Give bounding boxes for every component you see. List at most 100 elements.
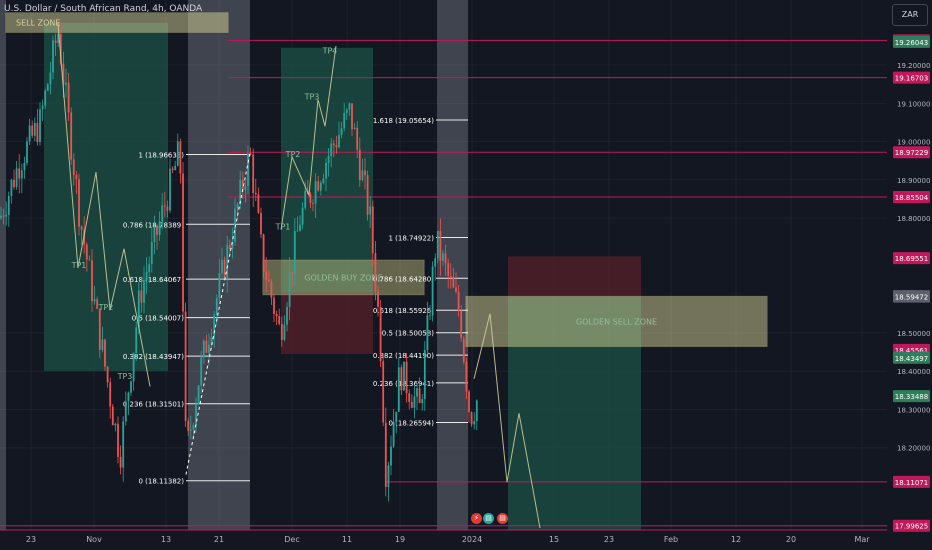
candle-body (293, 230, 296, 275)
candle-body (397, 367, 400, 412)
candle-body (10, 179, 13, 196)
calendar-flag-icon[interactable]: ▤ (483, 513, 494, 524)
candle-body (52, 40, 54, 73)
price-tick: 19.00000 (897, 139, 930, 147)
candle-body (106, 366, 109, 383)
candle-body (231, 241, 234, 249)
zone-label: GOLDEN BUY ZONE (304, 273, 382, 282)
candle-body (286, 306, 288, 325)
candle-body (150, 241, 153, 265)
candle-body (182, 173, 184, 312)
candle-body (410, 401, 413, 408)
candle-body (0, 215, 2, 219)
price-tag-label: 18.59472 (895, 294, 928, 302)
candle-body (447, 263, 450, 276)
candle-body (301, 207, 304, 225)
tp-label: TP3 (304, 92, 320, 101)
price-tag-label: 18.85504 (895, 194, 929, 202)
candle-body (249, 153, 252, 155)
price-tag (893, 71, 930, 84)
price-tag-label: 17.99625 (895, 523, 928, 531)
candle-body (91, 260, 93, 302)
price-tag (893, 390, 930, 403)
time-label: Dec (284, 535, 299, 544)
candle-body (39, 109, 41, 142)
fib-label: 0.382 (18.43947) (123, 353, 184, 361)
candle-body (468, 391, 470, 413)
candle-body (374, 253, 377, 292)
time-label: 21 (214, 535, 224, 544)
time-label: 19 (395, 535, 405, 544)
candle-body (20, 170, 23, 179)
candle-body (343, 113, 346, 129)
price-tag-label: 18.43497 (895, 355, 928, 363)
candlesticks (0, 22, 478, 502)
tp-label: TP1 (275, 223, 291, 232)
candle-body (262, 234, 265, 273)
price-axis-bg (887, 0, 932, 550)
price-tag-label: 18.97229 (895, 149, 928, 157)
candle-body (392, 421, 395, 447)
candle-body (348, 103, 351, 110)
candle-body (33, 123, 36, 136)
tp-box (44, 22, 168, 372)
candle-body (143, 280, 145, 303)
projection-path (57, 22, 151, 387)
candle-body (197, 385, 200, 404)
candle-body (148, 264, 151, 273)
time-label: 23 (604, 535, 614, 544)
projection-path (473, 313, 541, 529)
candle-body (377, 291, 379, 307)
candle-body (44, 90, 47, 106)
candle-body (338, 134, 340, 148)
candle-body (54, 40, 57, 44)
candle-body (80, 226, 83, 230)
candle-body (28, 125, 31, 142)
zone-label: GOLDEN SELL ZONE (576, 317, 657, 326)
candle-body (127, 392, 130, 402)
lightning-icon[interactable]: ⚡ (471, 513, 482, 524)
candle-body (257, 194, 260, 213)
fib-label: 1.618 (19.05654) (373, 117, 434, 125)
calendar-flag-icon-2[interactable]: ▤ (497, 513, 508, 524)
price-tick: 18.50000 (897, 330, 930, 338)
candle-body (371, 206, 374, 254)
candle-body (382, 361, 385, 423)
candle-body (421, 399, 424, 403)
candle-body (145, 272, 148, 281)
time-label: Mar (854, 535, 870, 544)
candle-body (473, 421, 476, 425)
candle-body (332, 143, 335, 146)
candle-body (88, 259, 91, 261)
candle-body (31, 125, 34, 136)
candle-body (236, 204, 239, 209)
currency-button[interactable]: ZAR (892, 4, 928, 26)
fib-label: 0.618 (18.55926) (373, 307, 434, 315)
candle-body (156, 225, 158, 235)
price-tick: 18.40000 (897, 368, 930, 376)
candle-body (416, 388, 418, 397)
candle-body (304, 190, 307, 208)
candle-body (314, 181, 317, 204)
candle-body (429, 315, 431, 317)
projection-paths (57, 22, 541, 529)
candle-body (426, 315, 429, 351)
candle-body (351, 103, 353, 130)
tp-label: TP2 (285, 150, 301, 159)
price-tag (893, 146, 930, 159)
candle-body (75, 175, 78, 180)
time-label: 2024 (462, 535, 482, 544)
candle-body (379, 306, 382, 362)
candle-body (449, 275, 452, 278)
fib-label: 0.236 (18.31501) (123, 401, 184, 409)
candle-body (299, 224, 301, 231)
price-tick: 19.20000 (897, 62, 930, 70)
tp-label: TP3 (117, 372, 133, 381)
candle-body (254, 192, 257, 195)
candle-body (93, 299, 96, 302)
candle-body (98, 308, 101, 350)
candle-body (457, 291, 460, 311)
candle-body (174, 165, 177, 171)
zone-box (465, 295, 768, 347)
